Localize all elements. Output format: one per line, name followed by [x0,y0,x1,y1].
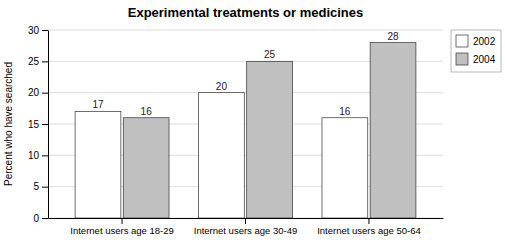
bar [322,118,368,218]
tick-label: 15 [28,119,40,130]
tick-mark [42,61,48,62]
tick: Internet users age 50-64 [317,218,421,236]
tick: 10 [28,150,48,161]
legend-frame [451,30,501,72]
data-label: 28 [387,31,399,42]
plot: 051015202530Internet users age 18-29Inte… [28,25,444,236]
tick-label: 30 [28,25,40,36]
tick-mark [42,93,48,94]
tick: Internet users age 30-49 [194,218,298,236]
data-label: 25 [264,49,276,60]
tick: 0 [33,213,48,224]
tick-label: Internet users age 30-49 [194,225,298,236]
tick-mark [122,218,123,224]
data-label: 16 [141,106,153,117]
chart: 051015202530Internet users age 18-29Inte… [0,0,505,240]
tick-label: 0 [33,213,39,224]
y-axis-title: Percent who have searched [3,62,14,186]
legend-item: 2004 [456,53,496,65]
legend-swatch [456,35,468,47]
tick-mark [42,30,48,31]
tick: 15 [28,119,48,130]
data-label: 16 [339,106,351,117]
grid [48,30,443,218]
tick-mark [42,218,48,219]
data-label: 17 [92,99,104,110]
tick-label: Internet users age 18-29 [70,225,174,236]
tick-label: 25 [28,56,40,67]
y-axis: 0 5 10 15 20 25 30 [28,25,49,224]
bar [370,43,416,218]
legend-swatch [456,53,468,65]
tick-label: 5 [33,181,39,192]
tick-label: 20 [28,87,40,98]
tick-mark [245,218,246,224]
grid-line [48,30,443,31]
bar [75,111,121,218]
tick-mark [42,187,48,188]
axis-line [48,31,49,219]
bars [75,43,416,218]
tick: 25 [28,56,48,67]
tick: Internet users age 18-29 [70,218,174,236]
tick-mark [42,124,48,125]
tick-label: 10 [28,150,40,161]
legend-label: 2002 [473,36,496,47]
tick-mark [42,155,48,156]
tick: 5 [33,181,48,192]
tick-mark [368,218,369,224]
data-labels: 17 20 16 16 25 28 [92,31,399,117]
bar [247,61,293,218]
title: Experimental treatments or medicines [128,5,364,20]
legend-label: 2004 [473,54,496,65]
tick: 30 [28,25,48,36]
legend: 2002 2004 [451,30,501,72]
tick-label: Internet users age 50-64 [317,225,421,236]
tick: 20 [28,87,48,98]
data-label: 20 [216,81,228,92]
bar [123,118,169,218]
bar [199,93,245,218]
x-axis: Internet users age 18-29 Internet users a… [49,218,444,236]
legend-item: 2002 [456,35,496,47]
